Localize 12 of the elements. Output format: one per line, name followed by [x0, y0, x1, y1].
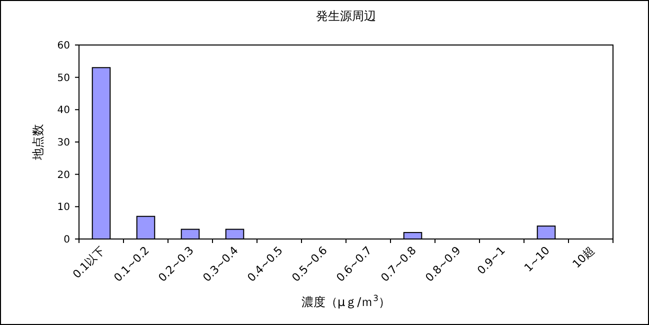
y-tick-label: 10	[57, 202, 70, 214]
y-tick-label: 20	[57, 170, 70, 181]
y-axis-title: 地点数	[31, 124, 45, 161]
y-tick-label: 50	[57, 72, 70, 84]
y-tick-label: 30	[57, 138, 70, 148]
x-tick-label: 0.1以下	[70, 244, 108, 282]
x-tick-label: 10超	[570, 244, 597, 271]
y-tick-label: 40	[57, 105, 70, 116]
y-tick-label: 0	[64, 234, 70, 246]
x-axis-title: 濃度（μｇ/ｍ$^{3}$）	[301, 293, 391, 309]
y-tick-label: 60	[57, 40, 70, 52]
chart-title: 発生源周辺	[316, 9, 376, 23]
